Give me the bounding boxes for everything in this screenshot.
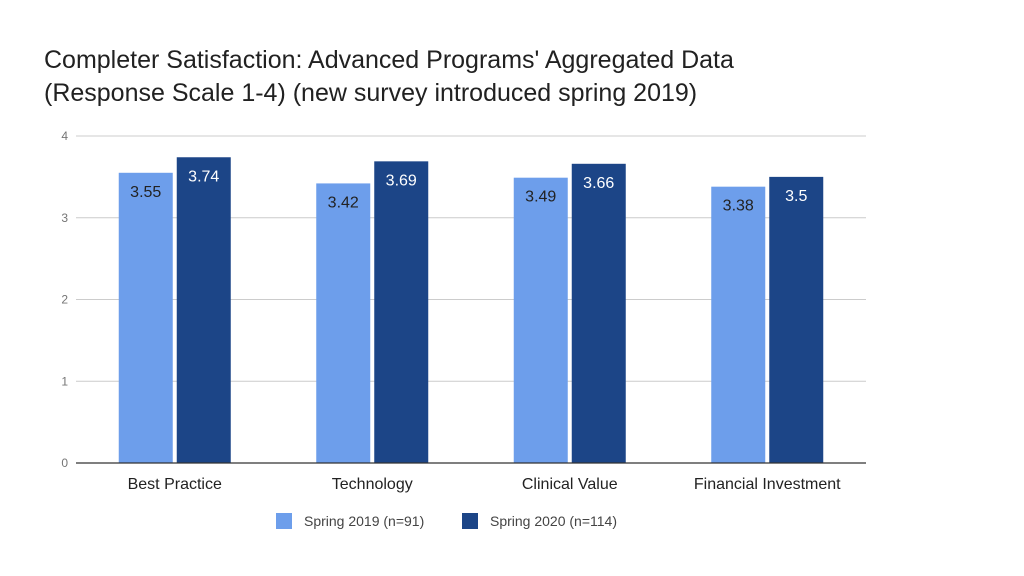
y-tick-label-1: 1 bbox=[61, 374, 68, 388]
data-label-1-2: 3.42 bbox=[328, 194, 359, 211]
data-label-1-3: 3.49 bbox=[525, 189, 556, 206]
category-label-4: Financial Investment bbox=[694, 476, 841, 493]
chart-title-line-2: (Response Scale 1-4) (new survey introdu… bbox=[44, 79, 698, 107]
y-tick-label-3: 3 bbox=[61, 211, 68, 225]
bar-2-2 bbox=[374, 161, 429, 463]
bar-1-4 bbox=[711, 186, 766, 463]
bar-1-2 bbox=[316, 183, 371, 464]
data-label-2-4: 3.5 bbox=[785, 188, 807, 205]
chart-title: Completer Satisfaction: Advanced Program… bbox=[44, 44, 944, 110]
legend-swatch-2 bbox=[462, 513, 478, 529]
bar-1-1 bbox=[118, 172, 173, 463]
y-tick-label-2: 2 bbox=[61, 293, 68, 307]
data-label-2-1: 3.74 bbox=[188, 168, 219, 185]
category-label-3: Clinical Value bbox=[522, 476, 618, 493]
category-label-1: Best Practice bbox=[128, 476, 222, 493]
data-label-1-4: 3.38 bbox=[723, 198, 754, 215]
category-label-2: Technology bbox=[332, 476, 413, 493]
data-label-1-1: 3.55 bbox=[130, 184, 161, 201]
y-tick-label-4: 4 bbox=[61, 129, 68, 143]
legend-swatch-1 bbox=[276, 513, 292, 529]
y-tick-label-0: 0 bbox=[61, 456, 68, 470]
bar-2-4 bbox=[769, 176, 824, 463]
data-label-2-2: 3.69 bbox=[386, 172, 417, 189]
bar-2-1 bbox=[176, 157, 231, 463]
legend-label-1: Spring 2019 (n=91) bbox=[304, 513, 424, 529]
bar-1-3 bbox=[513, 177, 568, 463]
legend-label-2: Spring 2020 (n=114) bbox=[490, 513, 617, 529]
bar-2-3 bbox=[571, 163, 626, 464]
chart-title-line-1: Completer Satisfaction: Advanced Program… bbox=[44, 46, 734, 74]
data-label-2-3: 3.66 bbox=[583, 175, 614, 192]
